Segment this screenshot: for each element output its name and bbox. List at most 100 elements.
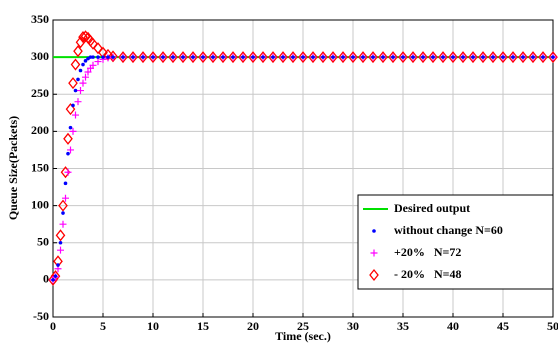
- point: [82, 73, 89, 81]
- point: [63, 181, 68, 186]
- point: [63, 132, 73, 145]
- legend-label: +20% N=72: [394, 245, 461, 259]
- point: [121, 55, 125, 59]
- point: [548, 51, 558, 64]
- y-tick-label: 200: [31, 123, 49, 137]
- point: [201, 55, 205, 59]
- point: [348, 51, 358, 64]
- point: [88, 55, 93, 59]
- y-tick-label: 250: [31, 86, 49, 100]
- point: [221, 55, 225, 59]
- point: [228, 51, 238, 64]
- point: [218, 51, 228, 64]
- point: [521, 55, 525, 59]
- point: [56, 263, 60, 267]
- x-tick-label: 25: [297, 319, 309, 333]
- point: [241, 55, 245, 59]
- legend-label: Desired output: [394, 201, 470, 215]
- point: [448, 51, 458, 64]
- point: [528, 51, 538, 64]
- point: [111, 55, 115, 59]
- point: [398, 51, 408, 64]
- point: [431, 55, 435, 59]
- point: [188, 51, 198, 64]
- point: [368, 51, 378, 64]
- point: [411, 55, 415, 59]
- point: [138, 51, 148, 64]
- legend-box: [357, 194, 554, 290]
- point: [418, 51, 428, 64]
- point: [208, 51, 218, 64]
- point: [311, 55, 315, 59]
- point: [391, 55, 395, 59]
- point: [78, 68, 83, 73]
- point: [108, 50, 118, 63]
- x-tick-label: 10: [147, 319, 159, 333]
- point: [91, 55, 95, 59]
- point: [491, 55, 495, 59]
- point: [481, 55, 485, 59]
- point: [408, 51, 418, 64]
- x-tick-label: 5: [100, 319, 106, 333]
- point: [231, 55, 235, 59]
- point: [438, 51, 448, 64]
- point: [468, 51, 478, 64]
- plot-frame: [52, 19, 554, 318]
- point: [141, 55, 145, 59]
- y-tick-label: 300: [31, 49, 49, 63]
- point: [341, 55, 345, 59]
- point: [251, 55, 255, 59]
- point: [83, 59, 88, 63]
- point: [51, 278, 55, 282]
- point: [511, 55, 515, 59]
- point: [181, 55, 185, 59]
- x-tick-label: 45: [497, 319, 509, 333]
- point: [101, 55, 105, 59]
- point: [168, 51, 178, 64]
- point: [72, 111, 79, 119]
- legend-swatch: [370, 249, 378, 257]
- point: [74, 98, 82, 106]
- point: [73, 45, 83, 58]
- point: [378, 51, 388, 64]
- x-tick-label: 50: [547, 319, 558, 333]
- point: [538, 51, 548, 64]
- point: [281, 55, 285, 59]
- point: [67, 146, 74, 154]
- y-tick-label: 150: [31, 160, 49, 174]
- point: [178, 51, 188, 64]
- y-axis-label: Queue Size(Packets): [6, 116, 20, 220]
- point: [361, 55, 365, 59]
- point: [75, 36, 86, 49]
- point: [68, 77, 78, 90]
- point: [541, 55, 545, 59]
- legend-swatch: [369, 268, 379, 282]
- point: [421, 55, 425, 59]
- legend-label: - 20% N=48: [394, 267, 462, 281]
- point: [58, 240, 63, 245]
- point: [66, 151, 70, 156]
- y-tick-label: 0: [43, 272, 49, 286]
- point: [118, 51, 128, 64]
- point: [381, 55, 385, 59]
- point: [81, 62, 85, 67]
- point: [488, 51, 498, 64]
- legend-swatch: [372, 229, 376, 233]
- point: [298, 51, 308, 64]
- point: [291, 55, 295, 59]
- y-tick-label: 50: [37, 235, 49, 249]
- point: [171, 55, 175, 59]
- point: [58, 199, 68, 212]
- point: [71, 103, 75, 108]
- point: [551, 55, 555, 59]
- point: [248, 51, 258, 64]
- point: [531, 55, 535, 59]
- point: [458, 51, 468, 64]
- x-tick-label: 30: [347, 319, 359, 333]
- point: [321, 55, 325, 59]
- point: [70, 58, 81, 71]
- point: [388, 51, 398, 64]
- point: [358, 51, 368, 64]
- point: [69, 127, 77, 135]
- point: [93, 42, 103, 55]
